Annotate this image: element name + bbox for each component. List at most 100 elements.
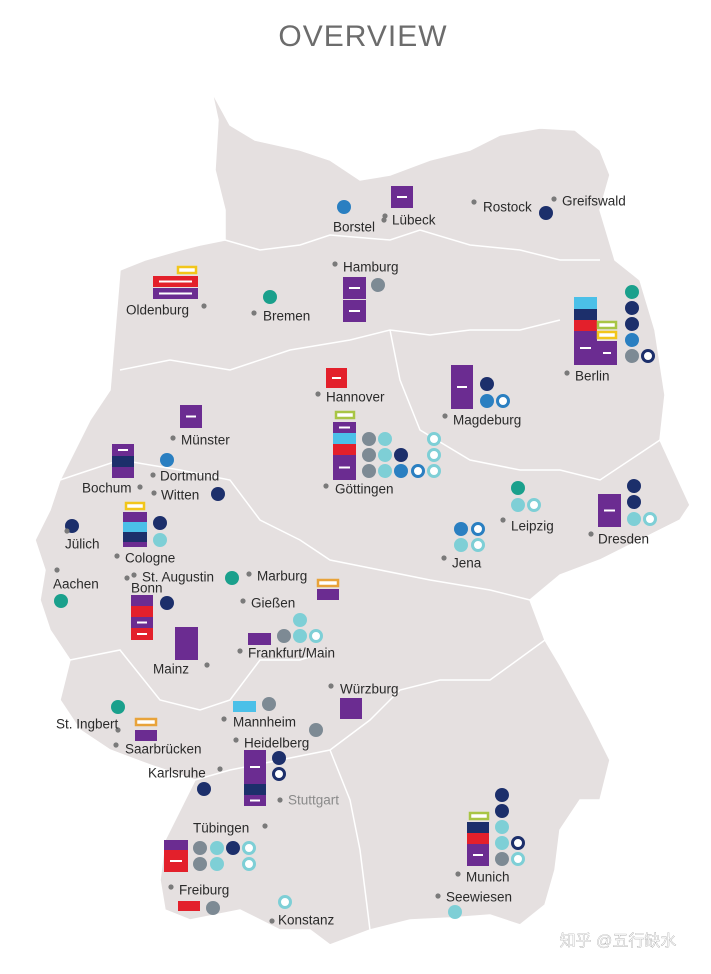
marker-circle (480, 394, 494, 408)
city-label: Cologne (125, 551, 175, 566)
city-label: Munich (466, 870, 510, 885)
city-dot (217, 766, 223, 772)
city-label: Mainz (153, 662, 189, 677)
marker-circle (293, 613, 307, 627)
city-dot (332, 261, 338, 267)
marker-rect (131, 595, 153, 606)
marker-circle (272, 751, 286, 765)
city-dot (151, 490, 157, 496)
marker-rect (574, 320, 597, 331)
city-label: Hamburg (343, 260, 399, 275)
marker-circle (511, 481, 525, 495)
city-dot (315, 391, 321, 397)
marker-circle (495, 788, 509, 802)
marker-rect (244, 784, 266, 795)
marker-rect (178, 901, 200, 911)
city-label: Rostock (483, 200, 532, 215)
city-dot (500, 517, 506, 523)
city-label: Frankfurt/Main (248, 646, 335, 661)
title: OVERVIEW (278, 20, 447, 53)
marker-circle (625, 333, 639, 347)
marker-rect (333, 433, 356, 444)
marker-circle (496, 394, 510, 408)
city-label: Oldenburg (126, 303, 189, 318)
marker-circle (193, 857, 207, 871)
city-label: Seewiesen (446, 890, 512, 905)
city-label: Lübeck (392, 213, 436, 228)
marker-circle (495, 820, 509, 834)
marker-rect (131, 606, 153, 617)
marker-circle (471, 538, 485, 552)
marker-circle (197, 782, 211, 796)
city-dot (64, 528, 70, 534)
city-label: Witten (161, 488, 199, 503)
marker-circle (627, 495, 641, 509)
marker-circle (206, 901, 220, 915)
city-label: Berlin (575, 369, 610, 384)
marker-rect (340, 698, 362, 719)
city-label: Borstel (333, 220, 375, 235)
marker-rect (176, 265, 198, 275)
marker-rect (123, 512, 147, 522)
marker-circle (54, 594, 68, 608)
city-label: Göttingen (335, 482, 394, 497)
marker-circle (511, 852, 525, 866)
germany-outline (34, 91, 691, 946)
marker-circle (378, 448, 392, 462)
marker-rect (317, 589, 339, 600)
city-dot (269, 918, 275, 924)
marker-circle (627, 512, 641, 526)
marker-circle (242, 841, 256, 855)
city-dot (150, 472, 156, 478)
city-label: Karlsruhe (148, 766, 206, 781)
marker-circle (625, 285, 639, 299)
marker-rect (316, 578, 340, 588)
marker-circle (448, 905, 462, 919)
marker-circle (394, 464, 408, 478)
city-dot (455, 871, 461, 877)
city-dot (204, 662, 210, 668)
marker-circle (309, 723, 323, 737)
city-dot (328, 683, 334, 689)
marker-rect (134, 717, 158, 727)
marker-circle (454, 522, 468, 536)
city-dot (246, 571, 252, 577)
city-dot (237, 648, 243, 654)
marker-circle (454, 538, 468, 552)
marker-circle (210, 857, 224, 871)
marker-circle (625, 301, 639, 315)
city-dot (170, 435, 176, 441)
watermark: 知乎 @五行缺水 (560, 932, 677, 950)
city-dot (137, 484, 143, 490)
city-dot (435, 893, 441, 899)
marker-rect (248, 633, 271, 645)
city-label: Freiburg (179, 883, 229, 898)
city-dot (124, 575, 130, 581)
city-label: Aachen (53, 577, 99, 592)
city-dot (240, 598, 246, 604)
city-label: Dresden (598, 532, 649, 547)
city-label: Bremen (263, 309, 310, 324)
state-borders (59, 229, 661, 931)
city-label: Saarbrücken (125, 742, 202, 757)
marker-rect (574, 297, 597, 309)
marker-circle (471, 522, 485, 536)
marker-circle (226, 841, 240, 855)
marker-circle (480, 377, 494, 391)
marker-circle (262, 697, 276, 711)
city-dot (221, 716, 227, 722)
marker-rect (123, 522, 147, 532)
marker-circle (153, 516, 167, 530)
marker-circle (539, 206, 553, 220)
marker-circle (362, 432, 376, 446)
marker-rect (123, 532, 147, 542)
city-label: Stuttgart (288, 793, 339, 808)
marker-circle (625, 317, 639, 331)
city-dot (131, 572, 137, 578)
city-label: St. Ingbert (56, 717, 119, 732)
marker-circle (371, 278, 385, 292)
marker-circle (627, 479, 641, 493)
marker-rect (112, 456, 134, 467)
city-dot (382, 213, 388, 219)
marker-circle (210, 841, 224, 855)
